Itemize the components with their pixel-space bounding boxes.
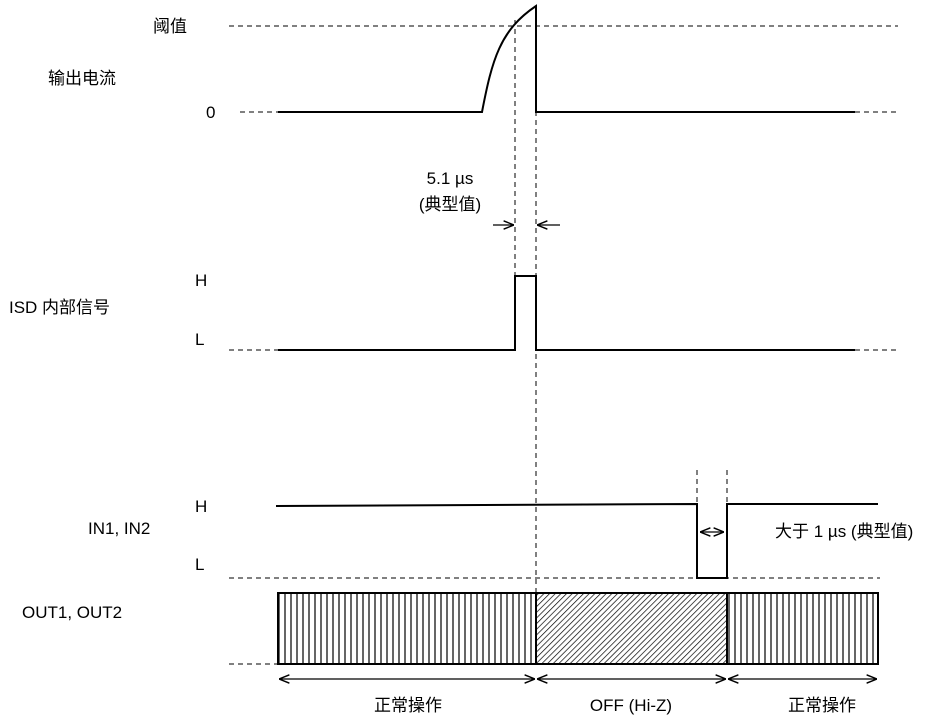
isd-signal-label: ISD 内部信号 — [9, 298, 110, 317]
phase-label-normal-2: 正常操作 — [788, 696, 856, 715]
delay-value-label: 5.1 µs — [427, 169, 474, 188]
in-high-label: H — [195, 497, 207, 516]
output-current-label: 输出电流 — [48, 69, 116, 88]
out-signal-label: OUT1, OUT2 — [22, 603, 122, 622]
delay-typical-label: (典型值) — [419, 195, 481, 214]
pulse-width-label: 大于 1 µs (典型值) — [775, 522, 913, 541]
isd-high-label: H — [195, 271, 207, 290]
isd-low-label: L — [195, 330, 204, 349]
output-current-waveform — [278, 4, 855, 113]
out-normal-segment-2 — [727, 593, 878, 664]
out-bar-outline — [277, 592, 879, 665]
phase-label-normal-1: 正常操作 — [374, 696, 442, 715]
in-low-label: L — [195, 555, 204, 574]
in-signal-waveform — [275, 502, 878, 579]
isd-signal-waveform — [278, 275, 855, 351]
out-normal-segment-1 — [278, 593, 536, 664]
out-off-segment — [536, 593, 727, 664]
phase-label-off: OFF (Hi-Z) — [590, 696, 672, 715]
zero-level-label: 0 — [206, 103, 215, 122]
threshold-level-label: 阈值 — [153, 17, 187, 36]
in-signal-label: IN1, IN2 — [88, 519, 150, 538]
